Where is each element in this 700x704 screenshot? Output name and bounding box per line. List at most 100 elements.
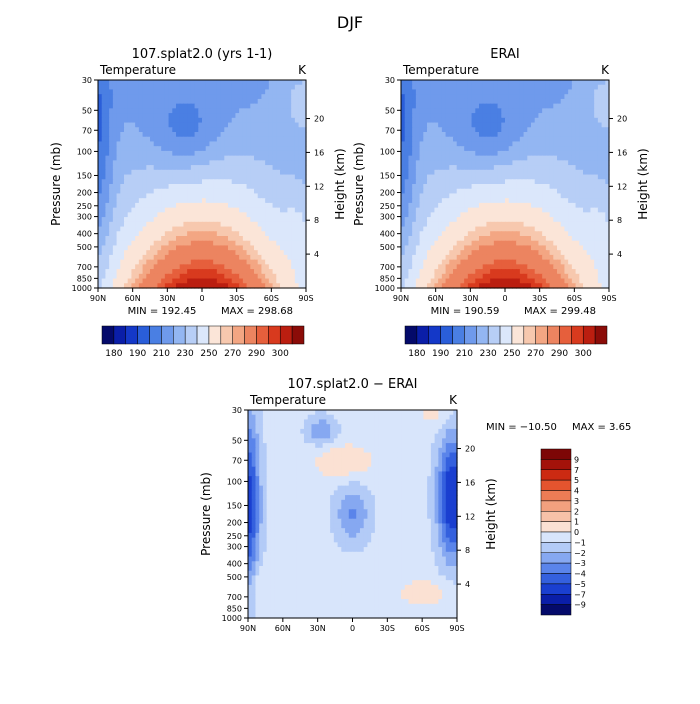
field-cell [154, 146, 158, 151]
field-cell [284, 89, 288, 94]
field-cell [531, 231, 535, 236]
field-cell [287, 222, 291, 227]
field-cell [180, 203, 184, 208]
field-cell [420, 108, 424, 113]
field-cell [273, 260, 277, 265]
field-cell [524, 132, 528, 137]
field-cell [457, 189, 461, 194]
field-cell [594, 236, 598, 241]
field-cell [206, 85, 210, 90]
field-cell [105, 160, 109, 165]
field-cell [472, 255, 476, 260]
field-cell [527, 160, 531, 165]
field-cell [143, 151, 147, 156]
field-cell [512, 104, 516, 109]
field-cell [408, 179, 412, 184]
field-cell [564, 212, 568, 217]
field-cell [291, 141, 295, 146]
field-cell [224, 193, 228, 198]
field-cell [243, 250, 247, 255]
field-cell [590, 227, 594, 232]
field-cell [594, 113, 598, 118]
field-cell [442, 269, 446, 274]
field-cell [550, 89, 554, 94]
field-cell [457, 222, 461, 227]
field-cell [287, 104, 291, 109]
field-cell [505, 208, 509, 213]
field-cell [490, 141, 494, 146]
field-cell [427, 80, 431, 85]
field-cell [561, 137, 565, 142]
field-cell [172, 260, 176, 265]
field-cell [542, 94, 546, 99]
field-cell [198, 245, 202, 250]
field-cell [250, 85, 254, 90]
field-cell [490, 198, 494, 203]
field-cell [453, 222, 457, 227]
field-cell [553, 203, 557, 208]
field-cell [239, 156, 243, 161]
field-cell [494, 165, 498, 170]
field-cell [438, 170, 442, 175]
field-cell [261, 198, 265, 203]
field-cell [287, 160, 291, 165]
field-cell [408, 160, 412, 165]
field-cell [276, 260, 280, 265]
field-cell [295, 132, 299, 137]
field-cell [438, 85, 442, 90]
field-cell [557, 269, 561, 274]
field-cell [527, 146, 531, 151]
field-cell [412, 217, 416, 222]
field-cell [490, 99, 494, 104]
field-cell [232, 236, 236, 241]
field-cell [524, 141, 528, 146]
field-cell [542, 127, 546, 132]
field-cell [284, 274, 288, 279]
field-cell [105, 274, 109, 279]
field-cell [198, 137, 202, 142]
field-cell [449, 189, 453, 194]
field-cell [538, 151, 542, 156]
field-cell [191, 127, 195, 132]
field-cell [583, 189, 587, 194]
field-cell [128, 227, 132, 232]
field-cell [169, 99, 173, 104]
field-cell [161, 227, 165, 232]
field-cell [531, 175, 535, 180]
field-cell [438, 250, 442, 255]
field-cell [408, 212, 412, 217]
field-cell [154, 189, 158, 194]
field-cell [531, 127, 535, 132]
field-cell [198, 269, 202, 274]
field-cell [412, 113, 416, 118]
field-cell [408, 203, 412, 208]
field-cell [579, 245, 583, 250]
field-cell [102, 212, 106, 217]
field-cell [150, 146, 154, 151]
field-cell [479, 227, 483, 232]
field-cell [553, 264, 557, 269]
field-cell [176, 189, 180, 194]
field-cell [117, 198, 121, 203]
field-cell [538, 241, 542, 246]
field-cell [561, 250, 565, 255]
field-cell [150, 94, 154, 99]
field-cell [154, 151, 158, 156]
field-cell [105, 137, 109, 142]
field-cell [258, 241, 262, 246]
field-cell [408, 104, 412, 109]
field-cell [446, 156, 450, 161]
field-cell [131, 141, 135, 146]
field-cell [568, 193, 572, 198]
field-cell [117, 189, 121, 194]
field-cell [284, 222, 288, 227]
field-cell [120, 80, 124, 85]
field-cell [472, 94, 476, 99]
field-cell [434, 137, 438, 142]
field-cell [490, 137, 494, 142]
field-cell [590, 208, 594, 213]
field-cell [128, 250, 132, 255]
field-cell [239, 137, 243, 142]
field-cell [590, 80, 594, 85]
field-cell [146, 118, 150, 123]
